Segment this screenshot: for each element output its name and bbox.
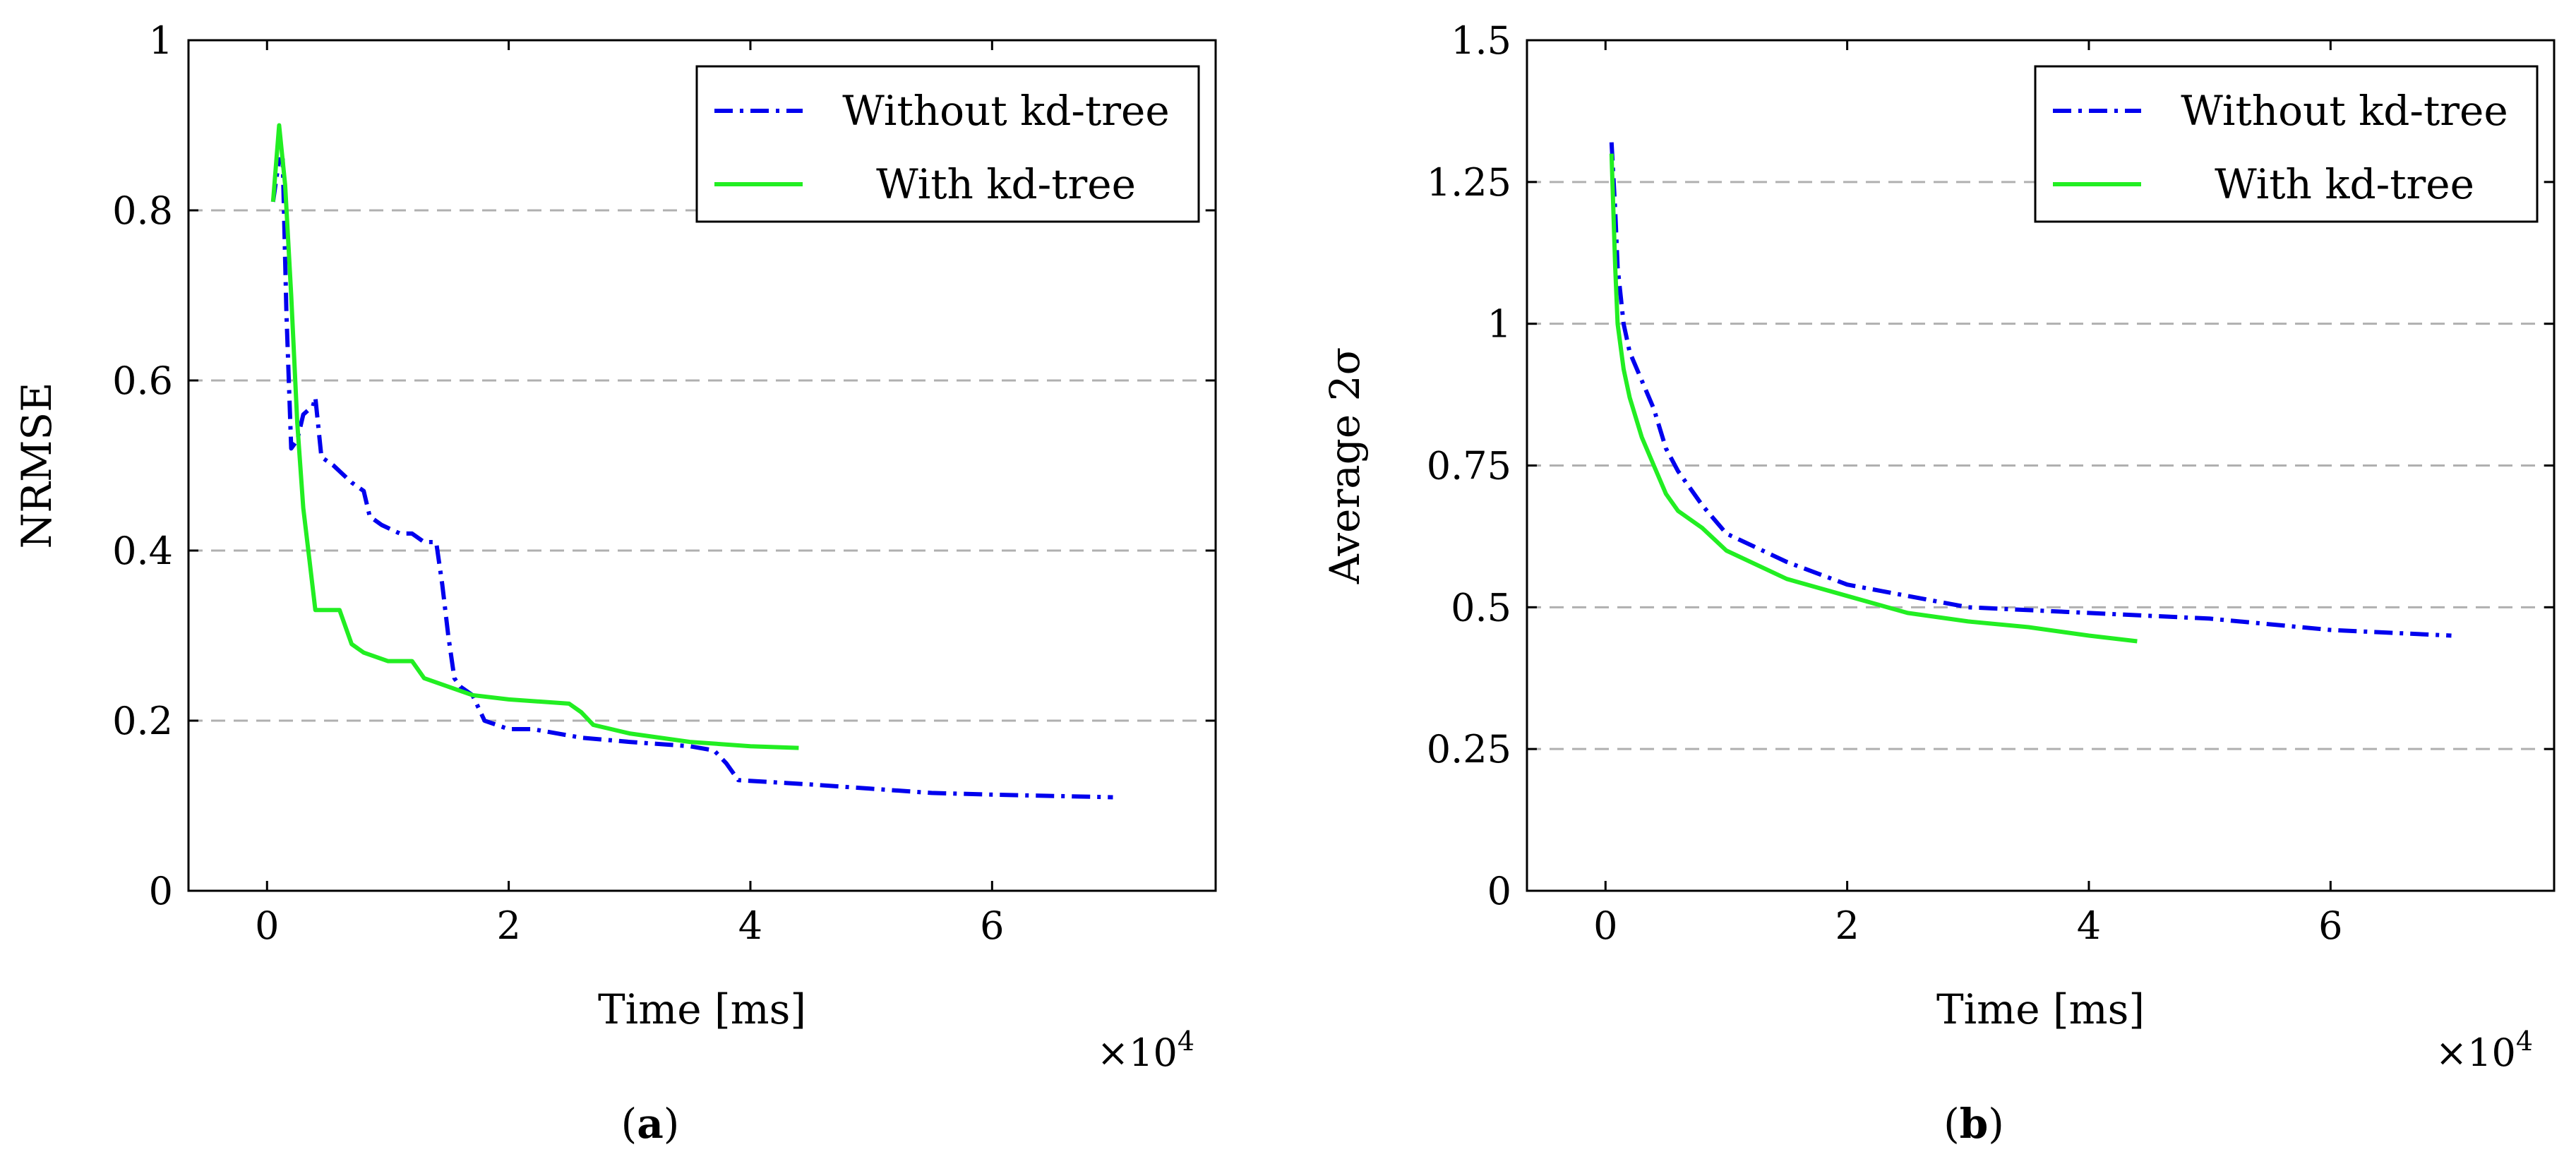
x-axis-label: Time [ms] [1936, 985, 2145, 1033]
legend-label: Without kd-tree [2181, 87, 2508, 135]
x-axis-multiplier: ×104 [1097, 1026, 1194, 1075]
x-tick-label: 2 [496, 903, 520, 948]
legend-label: Without kd-tree [842, 87, 1169, 135]
series-line-with-kd-tree [270, 123, 799, 750]
x-tick-label: 6 [980, 903, 1004, 948]
x-tick-label: 0 [1593, 903, 1617, 948]
y-tick-label: 1.5 [1451, 18, 1511, 63]
y-axis-label: NRMSE [13, 383, 61, 549]
legend-label: With kd-tree [876, 160, 1136, 208]
series-line-without-kd-tree [1609, 142, 2452, 638]
y-tick-label: 0 [149, 869, 173, 913]
x-tick-label: 0 [255, 903, 279, 948]
chart-panel-b: 0 2 4 6 0 0.25 0.5 0.75 1 1.25 1.5 Time [ms] Average… [1321, 18, 2556, 1148]
plot-area-frame [187, 39, 1217, 892]
y-tick-label: 1 [1487, 302, 1511, 347]
x-axis-label: Time [ms] [598, 985, 806, 1033]
series-line-without-kd-tree [270, 157, 1113, 800]
panel-label: (b) [1943, 1100, 2004, 1148]
y-tick-label: 1 [149, 18, 173, 63]
y-tick-label: 0.6 [112, 359, 173, 403]
y-tick-label: 0.25 [1427, 727, 1511, 771]
series-line-with-kd-tree [1609, 153, 2138, 644]
x-tick-label: 2 [1835, 903, 1859, 948]
y-axis-label: Average 2σ [1321, 347, 1369, 584]
legend: Without kd-tree With kd-tree [2034, 65, 2539, 223]
panel-label: (a) [621, 1100, 680, 1148]
legend-box [2034, 65, 2539, 223]
legend: Without kd-tree With kd-tree [695, 65, 1200, 223]
legend-label: With kd-tree [2215, 160, 2474, 208]
x-tick-label: 4 [2077, 903, 2101, 948]
y-tick-label: 0.2 [112, 699, 173, 743]
x-tick-label: 6 [2318, 903, 2342, 948]
y-tick-label: 0.8 [112, 188, 173, 233]
y-tick-label: 0.4 [112, 529, 173, 573]
y-tick-label: 0.5 [1451, 585, 1511, 630]
x-tick-label: 4 [738, 903, 762, 948]
chart-panel-a: 0 2 4 6 0 0.2 0.4 0.6 0.8 1 Time [ms] NRMSE ×104 With… [13, 18, 1217, 1148]
legend-box [695, 65, 1200, 223]
y-tick-label: 0.75 [1427, 444, 1511, 488]
x-axis-multiplier: ×104 [2436, 1026, 2533, 1075]
y-tick-label: 1.25 [1427, 160, 1511, 205]
y-tick-label: 0 [1487, 869, 1511, 913]
